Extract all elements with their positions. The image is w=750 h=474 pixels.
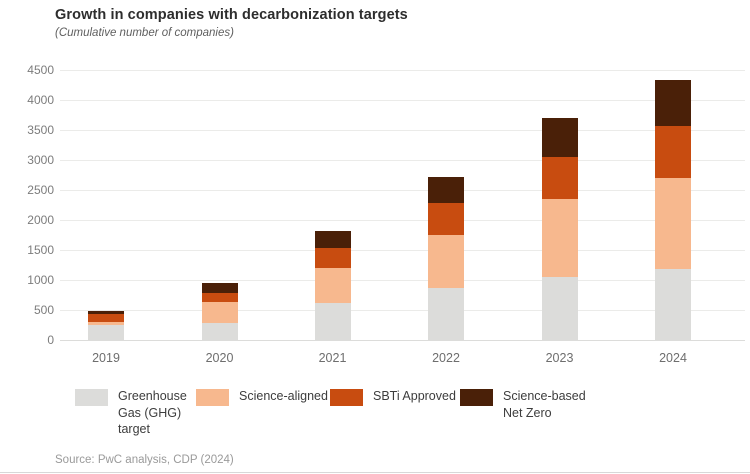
legend-swatch-sbti-approved <box>330 389 363 406</box>
x-axis-label: 2024 <box>659 351 687 365</box>
legend-item-sbti-approved: SBTi Approved <box>330 388 503 406</box>
y-axis-tick-label: 4500 <box>27 63 54 77</box>
bar-segment-science-aligned <box>314 267 351 304</box>
bar-segment-science-aligned <box>201 301 238 324</box>
gridline <box>60 219 745 221</box>
y-axis-tick-label: 0 <box>47 333 54 347</box>
bar-segment-sbti-approved <box>314 248 351 268</box>
gridline <box>60 279 745 281</box>
legend-item-greenhouse-gas-ghg-target: Greenhouse Gas (GHG) target <box>75 388 200 438</box>
bar-segment-science-aligned <box>655 177 691 270</box>
bar-segment-science-aligned <box>541 199 578 277</box>
bar-segment-greenhouse-gas-ghg-target <box>541 276 578 340</box>
gridline <box>60 159 745 161</box>
bar-segment-science-based-net-zero <box>201 282 238 293</box>
x-axis-label: 2021 <box>318 351 347 365</box>
bar-segment-science-based-net-zero <box>428 177 464 203</box>
y-axis-tick-label: 1500 <box>27 243 54 257</box>
legend-label: Science-based Net Zero <box>503 389 586 420</box>
bar-segment-sbti-approved <box>655 126 691 178</box>
x-axis-label: 2019 <box>92 351 120 365</box>
bottom-divider <box>0 472 750 473</box>
bar-group-2023 <box>541 118 578 340</box>
legend-label: SBTi Approved <box>373 389 456 403</box>
x-axis-label: 2023 <box>545 351 574 365</box>
y-axis-tick-label: 3500 <box>27 123 54 137</box>
legend-item-science-aligned: Science-aligned <box>196 388 369 406</box>
bar-segment-science-based-net-zero <box>314 230 351 249</box>
bar-segment-science-based-net-zero <box>655 80 691 127</box>
bar-group-2021 <box>314 230 351 340</box>
legend-swatch-science-aligned <box>196 389 229 406</box>
bar-segment-greenhouse-gas-ghg-target <box>428 288 464 340</box>
source-note: Source: PwC analysis, CDP (2024) <box>55 454 234 466</box>
bar-group-2022 <box>428 177 464 340</box>
bar-segment-science-aligned <box>428 235 464 289</box>
y-axis-tick-label: 2000 <box>27 213 54 227</box>
legend-swatch-science-based-net-zero <box>460 389 493 406</box>
gridline <box>60 129 745 131</box>
bar-segment-science-based-net-zero <box>541 118 578 157</box>
legend-label: Science-aligned <box>239 389 328 403</box>
bar-group-2024 <box>655 80 691 340</box>
gridline <box>60 249 745 251</box>
y-axis-tick-label: 4000 <box>27 93 54 107</box>
bar-group-2020 <box>201 282 238 340</box>
bar-segment-greenhouse-gas-ghg-target <box>655 269 691 340</box>
chart-subtitle: (Cumulative number of companies) <box>55 27 234 39</box>
bar-group-2019 <box>88 310 124 340</box>
gridline <box>60 309 745 311</box>
bar-segment-sbti-approved <box>541 156 578 200</box>
bar-segment-science-aligned <box>88 321 124 325</box>
bar-segment-greenhouse-gas-ghg-target <box>201 323 238 340</box>
bar-segment-sbti-approved <box>201 292 238 302</box>
legend-item-science-based-net-zero: Science-based Net Zero <box>460 388 607 421</box>
legend-swatch-greenhouse-gas-ghg-target <box>75 389 108 406</box>
x-axis-label: 2022 <box>432 351 460 365</box>
gridline <box>60 99 745 101</box>
chart-title: Growth in companies with decarbonization… <box>55 7 408 23</box>
y-axis-tick-label: 1000 <box>27 273 54 287</box>
y-axis-tick-label: 500 <box>33 303 54 317</box>
bar-segment-greenhouse-gas-ghg-target <box>88 324 124 340</box>
bar-segment-sbti-approved <box>88 313 124 322</box>
gridline <box>60 339 745 341</box>
x-axis-label: 2020 <box>205 351 234 365</box>
gridline <box>60 189 745 191</box>
y-axis-tick-label: 2500 <box>27 183 54 197</box>
bar-segment-science-based-net-zero <box>88 310 124 314</box>
bar-segment-greenhouse-gas-ghg-target <box>314 303 351 340</box>
legend-label: Greenhouse Gas (GHG) target <box>118 389 187 436</box>
y-axis-tick-label: 3000 <box>27 153 54 167</box>
bar-segment-sbti-approved <box>428 202 464 235</box>
gridline <box>60 69 745 71</box>
